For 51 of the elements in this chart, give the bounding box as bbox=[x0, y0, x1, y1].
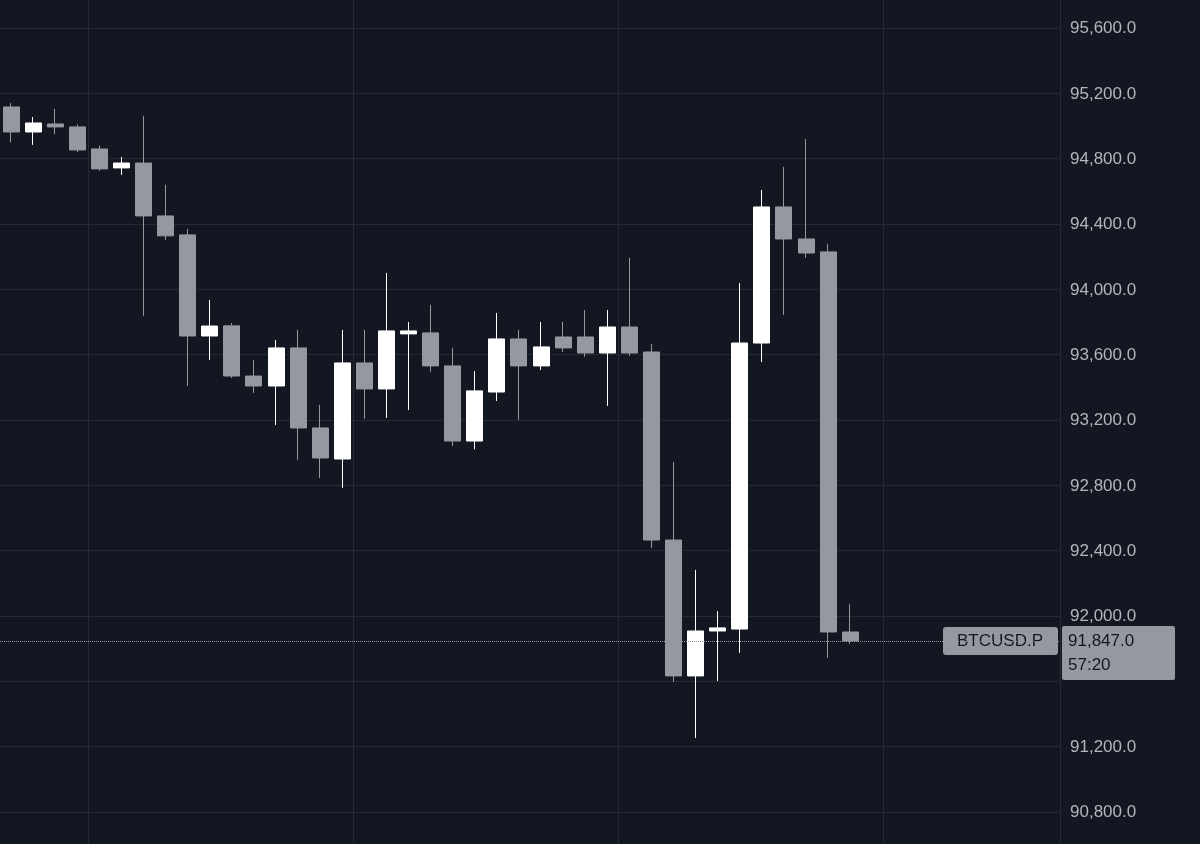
candlestick bbox=[599, 309, 616, 407]
candlestick bbox=[25, 116, 42, 146]
candlestick bbox=[201, 299, 218, 361]
candlestick bbox=[775, 166, 792, 316]
candlestick bbox=[798, 138, 815, 259]
candlestick bbox=[378, 272, 395, 419]
candlestick bbox=[731, 282, 748, 654]
candlestick bbox=[555, 321, 572, 353]
candlestick bbox=[290, 329, 307, 461]
y-tick-label: 95,200.0 bbox=[1070, 83, 1137, 103]
y-tick-label: 94,400.0 bbox=[1070, 214, 1137, 234]
candlestick bbox=[356, 329, 373, 420]
y-tick-label: 92,400.0 bbox=[1070, 541, 1137, 561]
candlestick bbox=[510, 329, 527, 421]
candlestick bbox=[643, 343, 660, 549]
y-tick-label: 93,200.0 bbox=[1070, 410, 1137, 430]
y-tick-label: 94,800.0 bbox=[1070, 149, 1137, 169]
candlestick bbox=[687, 569, 704, 739]
candlestick bbox=[3, 102, 20, 143]
y-tick-label: 90,800.0 bbox=[1070, 802, 1137, 822]
candlestick bbox=[135, 115, 152, 317]
y-tick-label: 93,600.0 bbox=[1070, 345, 1137, 365]
candlestick bbox=[621, 257, 638, 357]
text: 91,847.0 bbox=[1068, 631, 1135, 651]
candlestick bbox=[466, 370, 483, 450]
candlestick bbox=[91, 145, 108, 172]
text: 57:20 bbox=[1068, 655, 1111, 675]
candlestick bbox=[488, 312, 505, 402]
candlestick bbox=[533, 321, 550, 371]
y-tick-label: 91,200.0 bbox=[1070, 737, 1137, 757]
candlestick bbox=[223, 322, 240, 379]
candlestick bbox=[245, 359, 262, 394]
candlestick bbox=[268, 339, 285, 426]
candlestick bbox=[709, 610, 726, 682]
candlestick bbox=[179, 228, 196, 387]
candlestick bbox=[69, 123, 86, 153]
candlestick bbox=[157, 184, 174, 241]
candlestick bbox=[577, 309, 594, 358]
y-tick-label: 92,000.0 bbox=[1070, 606, 1137, 626]
y-tick-label: 95,600.0 bbox=[1070, 18, 1137, 38]
candlestick bbox=[113, 156, 130, 176]
candlestick bbox=[334, 329, 351, 489]
y-tick-label: 94,000.0 bbox=[1070, 279, 1137, 299]
ref-line-label: BTCUSD.P bbox=[957, 631, 1043, 651]
candlestick bbox=[422, 304, 439, 373]
candlestick bbox=[400, 321, 417, 411]
candlestick bbox=[47, 108, 64, 135]
y-tick-label: 92,800.0 bbox=[1070, 475, 1137, 495]
candlestick bbox=[444, 347, 461, 447]
candlestick bbox=[753, 189, 770, 363]
candlestick bbox=[312, 404, 329, 479]
